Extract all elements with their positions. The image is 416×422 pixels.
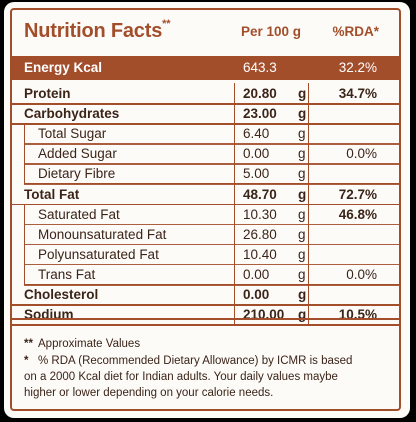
nutrient-rda: 72.7%	[338, 186, 377, 202]
nutrient-unit: g	[298, 186, 307, 202]
nutrient-label: Saturated Fat	[38, 206, 120, 222]
nutrient-row: Monounsaturated Fat 26.80 g	[12, 225, 399, 245]
nutrient-row: Trans Fat 0.00 g 0.0%	[12, 265, 399, 285]
column-separator	[308, 83, 310, 325]
nutrient-label: Total Fat	[24, 186, 80, 202]
nutrient-label: Dietary Fibre	[38, 166, 116, 182]
nutrient-value: 10.30	[243, 206, 277, 222]
row-divider	[24, 263, 399, 266]
nutrient-label: Cholesterol	[24, 287, 99, 302]
nutrient-row: Polyunsaturated Fat 10.40 g	[12, 245, 399, 265]
approx-mark: **	[24, 338, 33, 350]
nutrient-unit: g	[298, 86, 307, 101]
nutrient-value: 0.00	[243, 266, 270, 282]
nutrient-label: Total Sugar	[38, 126, 107, 142]
nutrient-rda: 0.0%	[346, 266, 377, 282]
header: Nutrition Facts** Per 100 g %RDA*	[12, 10, 399, 54]
nutrient-unit: g	[298, 266, 306, 282]
nutrient-row: Total Sugar 6.40 g	[12, 124, 399, 144]
nutrient-row: Carbohydrates 23.00 g	[12, 104, 399, 124]
nutrition-title: Nutrition Facts**	[24, 18, 171, 43]
nutrient-row: Protein 20.80 g 34.7%	[12, 84, 399, 104]
row-divider	[24, 223, 399, 226]
per-100g-header: Per 100 g	[241, 24, 302, 39]
nutrient-label: Monounsaturated Fat	[38, 226, 167, 242]
energy-value: 643.3	[243, 60, 277, 75]
nutrient-rda: 34.7%	[338, 86, 377, 101]
energy-row: Energy Kcal 643.3 32.2%	[12, 56, 399, 80]
row-divider	[12, 324, 399, 326]
nutrient-unit: g	[298, 307, 307, 323]
row-divider	[12, 103, 399, 105]
nutrient-label: Polyunsaturated Fat	[38, 246, 159, 262]
nutrient-value: 23.00	[243, 106, 277, 122]
rda-line-2: on a 2000 Kcal diet for Indian adults. Y…	[24, 371, 338, 383]
nutrient-unit: g	[298, 146, 306, 162]
nutrient-row: Saturated Fat 10.30 g 46.8%	[12, 205, 399, 225]
row-divider	[12, 304, 399, 306]
nutrition-frame: Nutrition Facts** Per 100 g %RDA* Energy…	[10, 8, 401, 411]
nutrient-unit: g	[298, 166, 306, 182]
nutrient-row: Total Fat 48.70 g 72.7%	[12, 185, 399, 205]
row-divider	[24, 243, 399, 246]
nutrient-value: 48.70	[243, 186, 277, 202]
nutrient-label: Carbohydrates	[24, 106, 120, 122]
nutrient-unit: g	[298, 126, 306, 142]
nutrient-value: 26.80	[243, 226, 277, 242]
row-divider	[24, 143, 399, 145]
nutrient-row: Sodium 210.00 g 10.5%	[12, 305, 399, 325]
energy-label: Energy Kcal	[24, 60, 103, 75]
title-mark: **	[162, 18, 171, 30]
footnote-rda: * % RDA (Recommended Dietary Allowance) …	[24, 353, 394, 401]
sub-group-box	[24, 203, 399, 285]
sub-group-box	[24, 123, 399, 185]
footnotes: ** Approximate Values * % RDA (Recommend…	[12, 318, 399, 399]
title-text: Nutrition Facts	[24, 20, 163, 42]
nutrient-value: 5.00	[243, 166, 270, 182]
nutrient-rda: 0.0%	[346, 146, 377, 162]
row-divider	[24, 163, 399, 165]
nutrient-label: Protein	[24, 86, 71, 101]
energy-rda: 32.2%	[338, 60, 377, 75]
nutrient-value: 0.00	[243, 287, 270, 302]
nutrient-rda: 46.8%	[338, 206, 377, 222]
nutrient-label: Trans Fat	[38, 266, 96, 282]
rda-mark: *	[24, 355, 29, 367]
nutrient-row: Cholesterol 0.00 g	[12, 285, 399, 305]
nutrient-value: 20.80	[243, 86, 277, 101]
column-separator	[234, 83, 236, 325]
nutrient-value: 0.00	[243, 146, 270, 162]
nutrient-label: Added Sugar	[38, 146, 117, 162]
nutrient-row: Dietary Fibre 5.00 g	[12, 164, 399, 184]
nutrient-value: 6.40	[243, 126, 270, 142]
nutrient-unit: g	[298, 106, 307, 122]
footnote-approx: ** Approximate Values	[24, 336, 394, 352]
nutrient-unit: g	[298, 246, 306, 262]
nutrient-unit: g	[298, 287, 307, 302]
approx-text: Approximate Values	[38, 338, 141, 350]
rda-line-1: % RDA (Recommended Dietary Allowance) by…	[38, 355, 353, 367]
nutrition-label: Nutrition Facts** Per 100 g %RDA* Energy…	[4, 2, 410, 418]
nutrient-value: 10.40	[243, 246, 277, 262]
nutrient-unit: g	[298, 206, 306, 222]
rda-header: %RDA*	[332, 24, 379, 39]
nutrient-unit: g	[298, 226, 306, 242]
nutrient-row: Added Sugar 0.00 g 0.0%	[12, 144, 399, 164]
rda-line-3: higher or lower depending on your calori…	[24, 387, 274, 399]
